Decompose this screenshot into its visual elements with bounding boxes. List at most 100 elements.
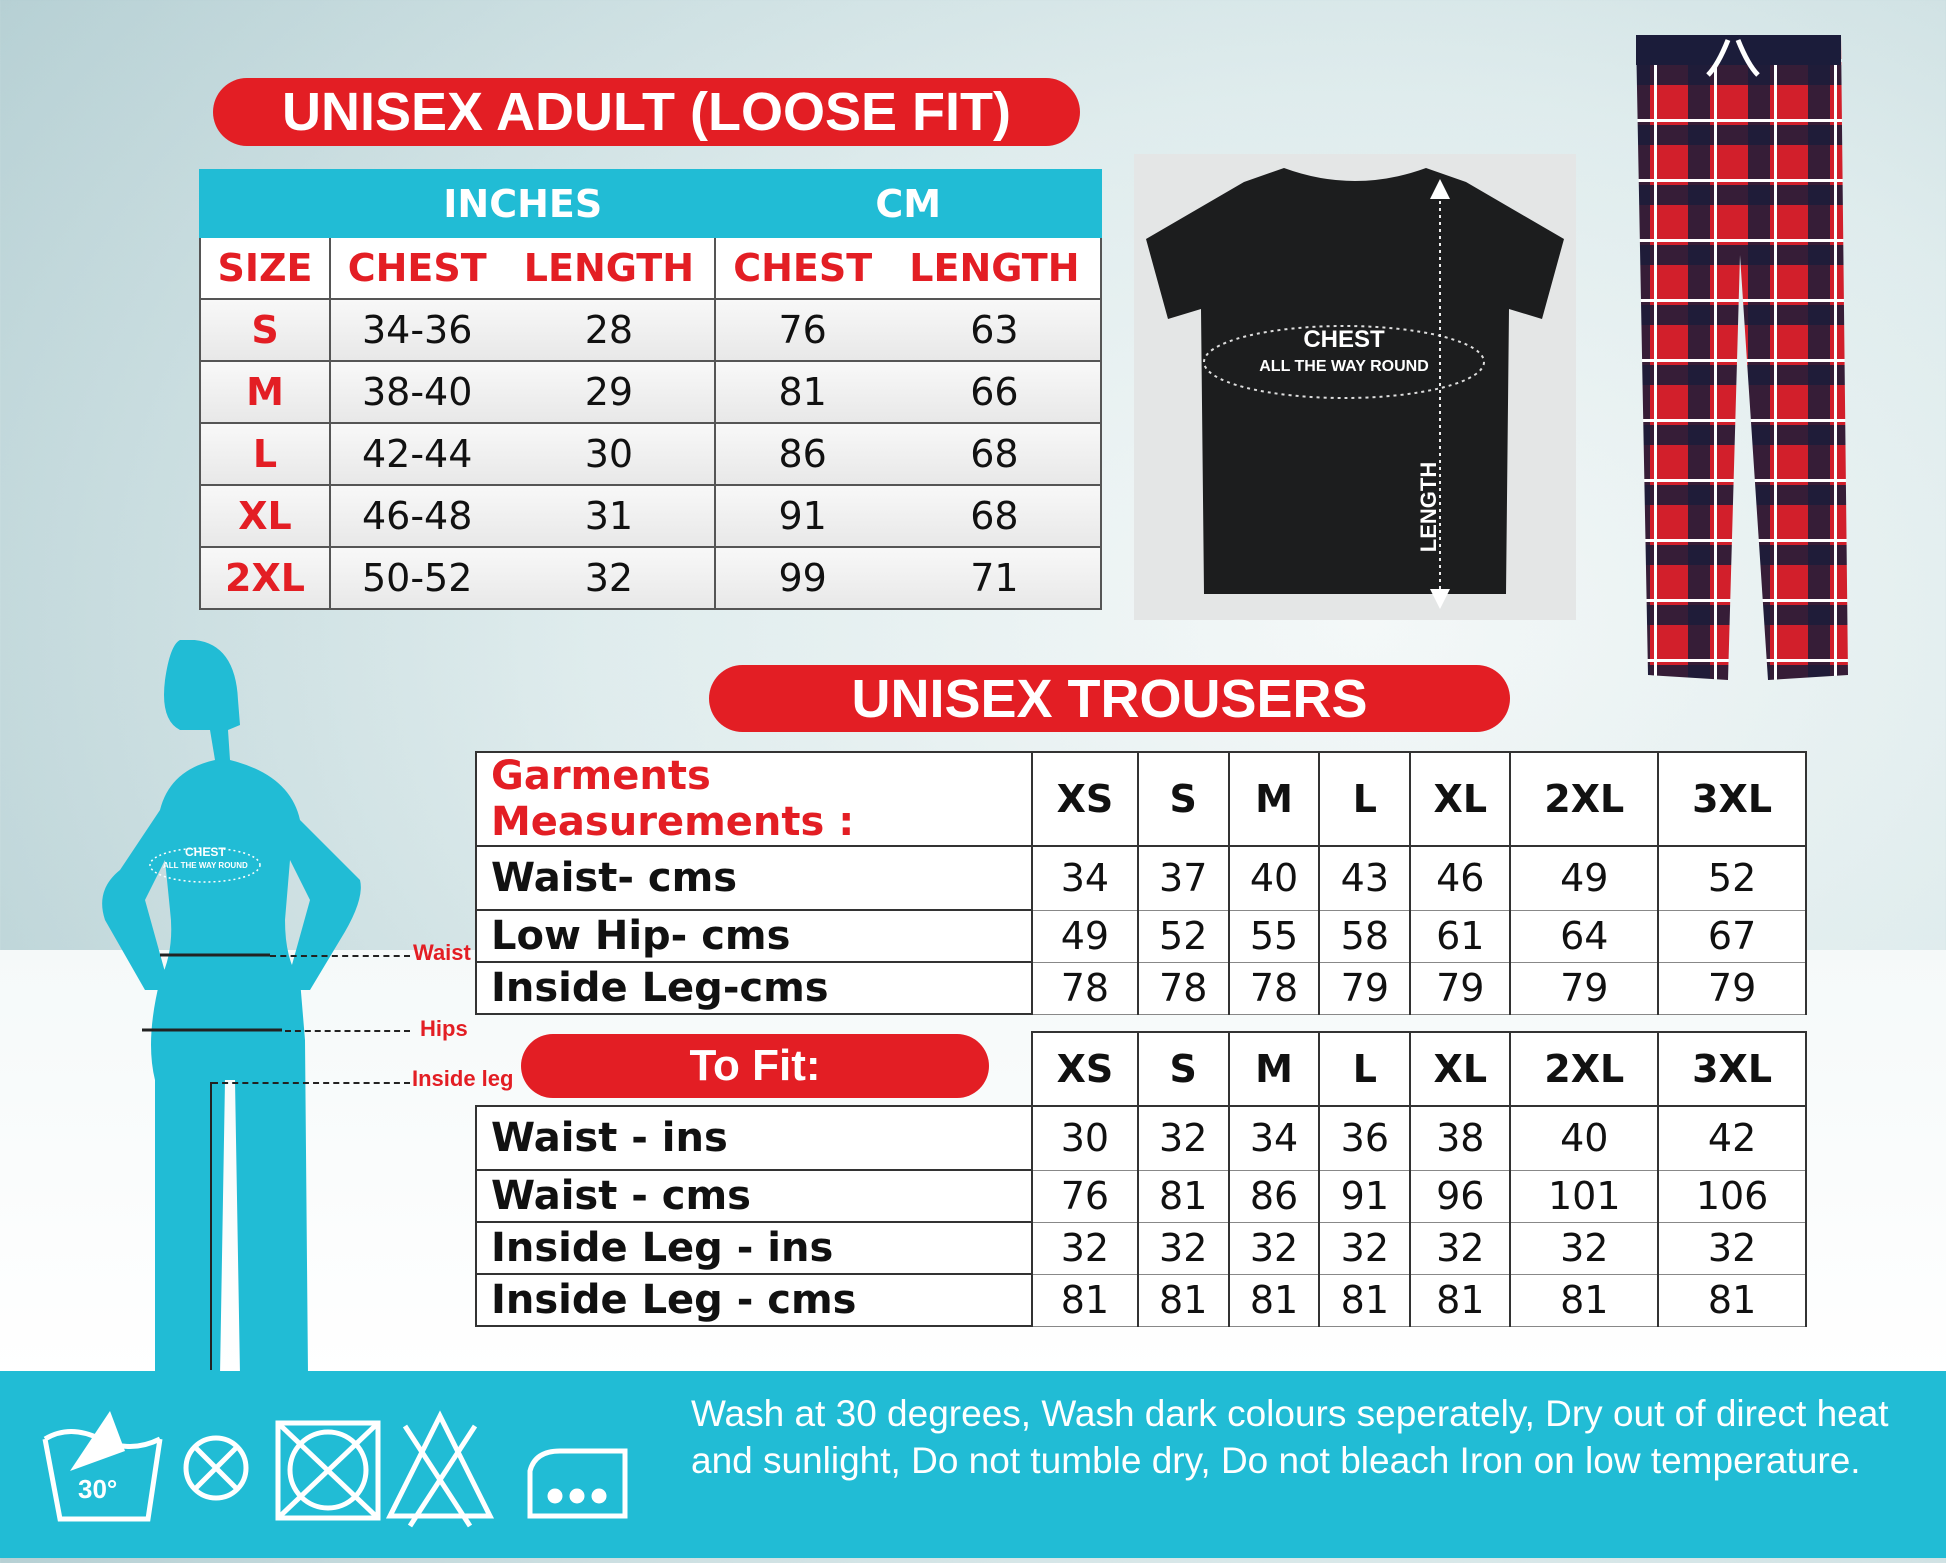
trousers-measurements-table: Garments Measurements : XS S M L XL 2XL 3XL Wais… [475, 751, 1807, 1015]
value-cell: 31 [503, 484, 717, 548]
value-cell: 55 [1227, 909, 1321, 963]
adult-title: UNISEX ADULT (LOOSE FIT) [213, 78, 1080, 146]
trousers-title: UNISEX TROUSERS [709, 665, 1510, 732]
wash-temp: 30° [78, 1474, 118, 1504]
care-text: Wash at 30 degrees, Wash dark colours se… [691, 1393, 1889, 1481]
value-cell: 79 [1509, 961, 1660, 1015]
value-cell: 63 [888, 298, 1103, 362]
value-cell: 78 [1136, 961, 1230, 1015]
size-header: XL [1409, 751, 1512, 847]
value-cell: 43 [1318, 845, 1412, 911]
table-row: Inside Leg - ins 32 32 32 32 32 32 32 [475, 1221, 1807, 1275]
value-cell: 81 [1318, 1273, 1412, 1327]
value-cell: 81 [1509, 1273, 1660, 1327]
table-row: XL 46-48 31 91 68 [199, 484, 1103, 548]
body-silhouette-icon [102, 639, 361, 1375]
trousers-icon [1636, 35, 1848, 680]
size-header: L [1318, 1031, 1412, 1107]
value-cell: 78 [1227, 961, 1321, 1015]
table-row: M 38-40 29 81 66 [199, 360, 1103, 424]
value-cell: 71 [888, 546, 1103, 610]
size-header: 2XL [1509, 751, 1660, 847]
value-cell: 91 [714, 484, 889, 548]
value-cell: 52 [1657, 845, 1807, 911]
table-row: Waist - ins 30 32 34 36 38 40 42 [475, 1105, 1807, 1171]
value-cell: 81 [714, 360, 889, 424]
value-cell: 66 [888, 360, 1103, 424]
hand-wash-30-icon [42, 1411, 163, 1522]
value-cell: 32 [1031, 1221, 1139, 1275]
column-header: LENGTH [888, 236, 1103, 300]
value-cell: 81 [1409, 1273, 1512, 1327]
size-header: L [1318, 751, 1412, 847]
value-cell: 86 [1227, 1169, 1321, 1223]
value-cell: 34-36 [328, 298, 504, 362]
table-row: Waist- cms 34 37 40 43 46 49 52 [475, 845, 1807, 911]
header-row: XS S M L XL 2XL 3XL [476, 1031, 1807, 1107]
size-cell: S [199, 298, 331, 362]
do-not-dry-clean-icon [183, 1435, 249, 1501]
value-cell: 58 [1318, 909, 1412, 963]
cm-header: CM [714, 169, 1102, 238]
value-cell: 50-52 [328, 546, 504, 610]
row-label: Inside Leg - ins [475, 1221, 1033, 1275]
tshirt-chest-label: CHEST [1303, 326, 1385, 353]
size-cell: XL [199, 484, 331, 548]
do-not-tumble-dry-icon [275, 1420, 381, 1521]
value-cell: 49 [1031, 909, 1139, 963]
size-cell: M [199, 360, 331, 424]
size-cell: 2XL [199, 546, 331, 610]
row-label: Waist- cms [475, 845, 1033, 911]
value-cell: 81 [1136, 1169, 1230, 1223]
value-cell: 79 [1657, 961, 1807, 1015]
size-header: 3XL [1657, 751, 1807, 847]
size-header: XS [1031, 751, 1139, 847]
care-icons [42, 1410, 628, 1528]
value-cell: 32 [1136, 1105, 1230, 1171]
value-cell: 34 [1227, 1105, 1321, 1171]
inside-leg-guide [212, 1082, 410, 1084]
tshirt-image: CHEST ALL THE WAY ROUND LENGTH [1134, 154, 1576, 620]
value-cell: 49 [1509, 845, 1660, 911]
to-fit-table: XS S M L XL 2XL 3XL Waist - ins 30 32 34 36 38 40 42 Wa… [475, 1031, 1807, 1327]
value-cell: 67 [1657, 909, 1807, 963]
value-cell: 32 [1318, 1221, 1412, 1275]
value-cell: 68 [888, 484, 1103, 548]
inside-leg-label: Inside leg [412, 1066, 514, 1091]
tshirt-length-label: LENGTH [1416, 461, 1442, 553]
value-cell: 32 [1227, 1221, 1321, 1275]
do-not-bleach-icon [385, 1410, 495, 1528]
value-cell: 81 [1657, 1273, 1807, 1327]
size-header: XL [1409, 1031, 1512, 1107]
value-cell: 81 [1227, 1273, 1321, 1327]
hips-label: Hips [420, 1016, 468, 1041]
value-cell: 76 [1031, 1169, 1139, 1223]
table-row: Waist - cms 76 81 86 91 96 101 106 [475, 1169, 1807, 1223]
value-cell: 106 [1657, 1169, 1807, 1223]
size-header: M [1227, 1031, 1321, 1107]
value-cell: 36 [1318, 1105, 1412, 1171]
table-row: L 42-44 30 86 68 [199, 422, 1103, 486]
value-cell: 91 [1318, 1169, 1412, 1223]
row-label: Waist - ins [475, 1105, 1033, 1171]
table-row: Inside Leg-cms 78 78 78 79 79 79 79 [475, 961, 1807, 1015]
table-row: S 34-36 28 76 63 [199, 298, 1103, 362]
value-cell: 34 [1031, 845, 1139, 911]
size-header: M [1227, 751, 1321, 847]
value-cell: 96 [1409, 1169, 1512, 1223]
value-cell: 37 [1136, 845, 1230, 911]
tshirt-chest-sub: ALL THE WAY ROUND [1259, 358, 1429, 375]
body-figure: CHEST ALL THE WAY ROUND [60, 639, 380, 1375]
value-cell: 30 [503, 422, 717, 486]
size-cell: L [199, 422, 331, 486]
header-label: Garments Measurements : [475, 751, 1033, 847]
value-cell: 32 [1136, 1221, 1230, 1275]
row-label: Low Hip- cms [475, 909, 1033, 963]
value-cell: 32 [1657, 1221, 1807, 1275]
inches-header: INCHES [328, 169, 717, 238]
value-cell: 81 [1136, 1273, 1230, 1327]
value-cell: 76 [714, 298, 889, 362]
value-cell: 78 [1031, 961, 1139, 1015]
empty-header [199, 169, 331, 238]
value-cell: 38 [1409, 1105, 1512, 1171]
